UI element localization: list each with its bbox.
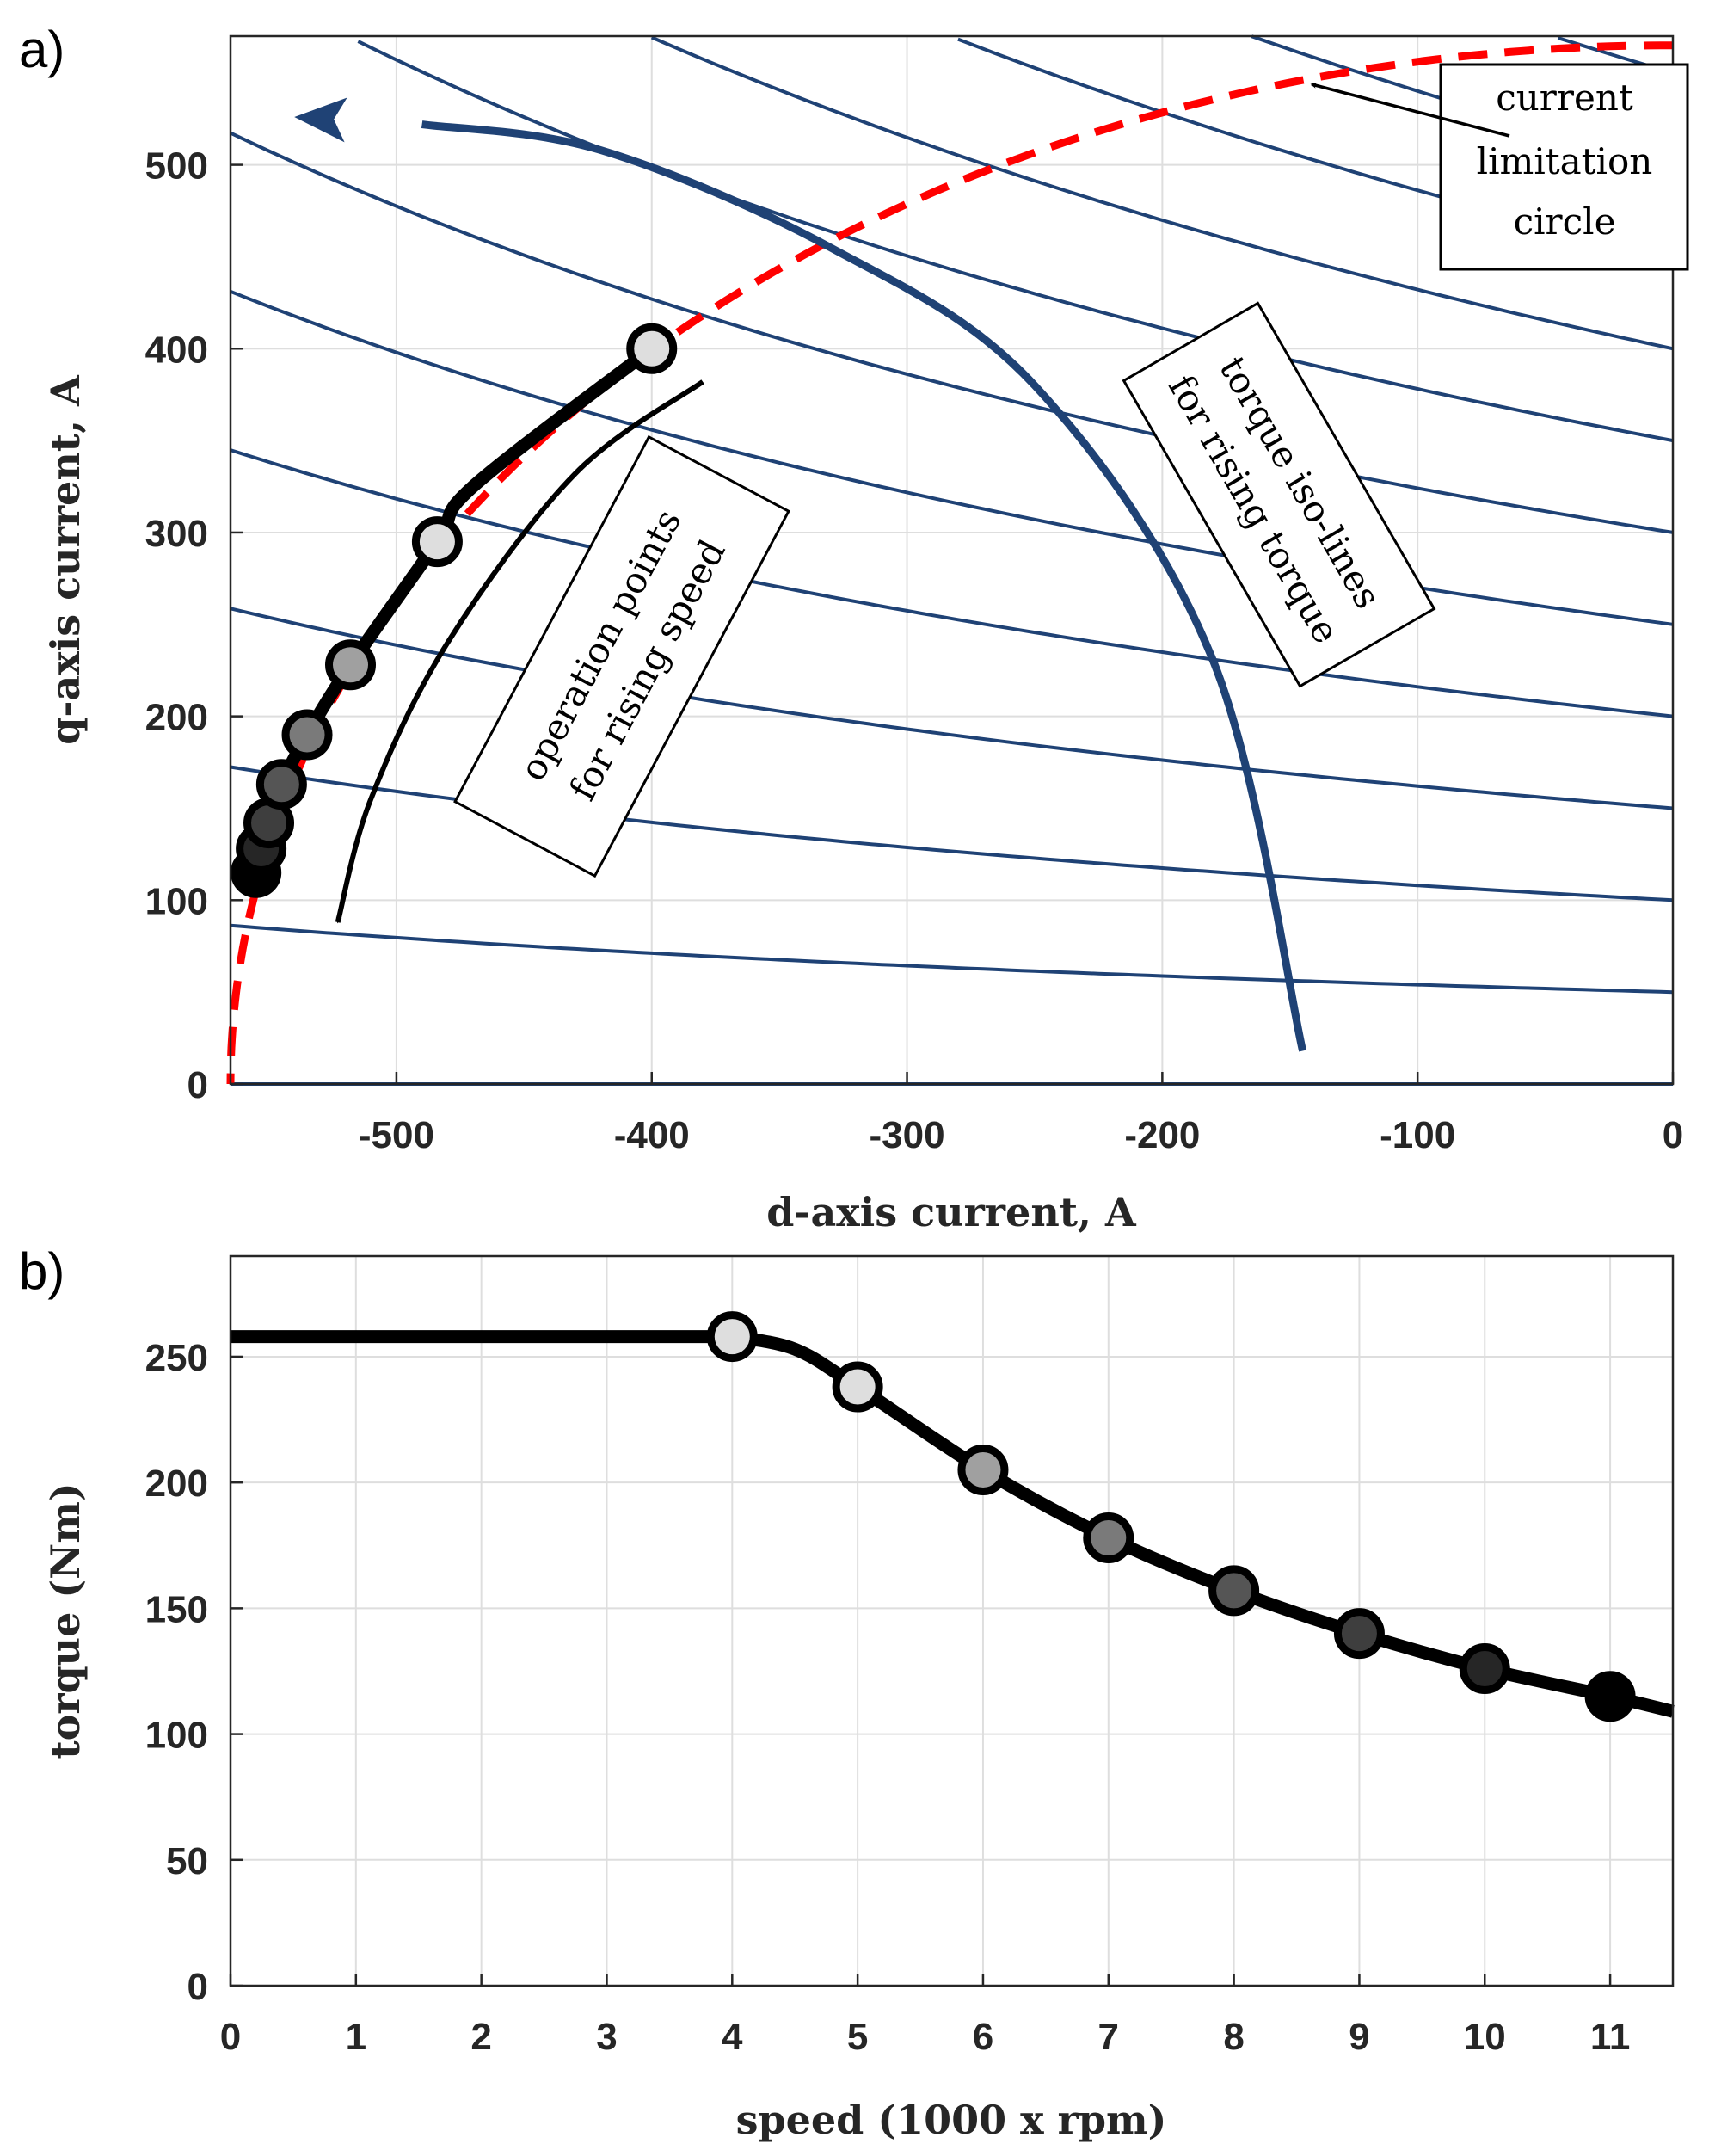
torque-speed-marker: [957, 1445, 1009, 1496]
panel-b-x-ticks: 0 1 2 3 4 5 6 7 8 9 10 11: [220, 1974, 1631, 2058]
y-tick-label: 100: [145, 880, 208, 922]
panel-a-label: a): [19, 21, 65, 78]
x-tick-label: -400: [614, 1114, 690, 1156]
current-limitation-annotation: current limitation circle: [1310, 63, 1689, 271]
y-tick-label: 400: [145, 329, 208, 371]
torque-speed-marker: [832, 1361, 883, 1413]
x-tick-label: 5: [847, 2016, 868, 2058]
operation-point-marker: [626, 323, 678, 374]
x-tick-label: -100: [1380, 1114, 1455, 1156]
x-tick-label: 8: [1223, 2016, 1244, 2058]
limit-pointer-arrow: [1310, 83, 1510, 138]
x-tick-label: -300: [870, 1114, 945, 1156]
torque-speed-marker: [1333, 1608, 1385, 1660]
panel-b-grid: [230, 1256, 1673, 1987]
rising-speed-arrow: [335, 379, 704, 924]
y-tick-label: 200: [145, 697, 208, 739]
torque-iso-line: [230, 607, 1674, 810]
torque-iso-line: [650, 35, 1674, 351]
operation-point-marker: [325, 639, 377, 691]
panel-a-x-axis-label: d-axis current, A: [766, 1189, 1137, 1235]
x-tick-label: 7: [1098, 2016, 1119, 2058]
limit-note-line-2: limitation: [1477, 140, 1653, 182]
y-tick-label: 500: [145, 145, 208, 188]
y-tick-label: 300: [145, 513, 208, 555]
torque-speed-marker: [1208, 1565, 1260, 1617]
limit-note-line-1: current: [1496, 77, 1633, 119]
panel-b-frame: [229, 1254, 1675, 1987]
x-tick-label: 10: [1464, 2016, 1506, 2058]
operation-point-marker: [411, 516, 463, 568]
torque-iso-line: [230, 923, 1674, 995]
panel-b-x-axis-label: speed (1000 x rpm): [736, 2097, 1167, 2143]
y-tick-label: 150: [145, 1588, 208, 1630]
panel-a-x-ticks: -500 -400 -300 -200 -100 0: [359, 1072, 1683, 1156]
x-tick-label: 0: [1663, 1114, 1683, 1156]
y-tick-label: 0: [187, 1064, 208, 1106]
torque-speed-marker: [1083, 1512, 1134, 1564]
x-tick-label: 2: [470, 2016, 491, 2058]
torque-iso-line: [357, 40, 1674, 443]
x-tick-label: 9: [1349, 2016, 1369, 2058]
x-tick-label: -200: [1124, 1114, 1200, 1156]
x-tick-label: 3: [596, 2016, 617, 2058]
y-tick-label: 0: [187, 1966, 208, 2008]
torque-iso-line: [230, 448, 1674, 718]
x-tick-label: 6: [973, 2016, 993, 2058]
panel-b-y-ticks: 0 50 100 150 200 250: [145, 1337, 243, 2008]
x-tick-label: 1: [346, 2016, 366, 2058]
torque-speed-markers: [706, 1311, 1636, 1722]
rising-torque-arrow: [421, 120, 1307, 1052]
panel-a-y-ticks: 0 100 200 300 400 500: [145, 145, 243, 1106]
torque-iso-line: [230, 765, 1674, 902]
limit-note-line-3: circle: [1514, 200, 1616, 243]
torque-iso-line: [230, 131, 1674, 534]
x-tick-label: 0: [220, 2016, 241, 2058]
torque-speed-marker: [1459, 1643, 1510, 1695]
x-tick-label: -500: [359, 1114, 434, 1156]
x-tick-label: 11: [1590, 2016, 1631, 2058]
panel-a-frame: [229, 34, 1675, 1086]
torque-speed-line: [231, 1330, 1675, 1718]
panel-a-chart: a) -500 -400 -300 -200 -100 0 0 100 200 300 400 50…: [19, 21, 1689, 1235]
y-tick-label: 50: [166, 1840, 208, 1882]
panel-b-label: b): [19, 1242, 65, 1300]
panel-b-chart: b) 0 1 2 3 4 5 6 7 8 9 10 11 0 50 100 150 200 250 speed …: [19, 1242, 1675, 2143]
operation-points-annotation: operation points for rising speed: [453, 434, 790, 878]
operation-point-marker: [281, 709, 333, 761]
y-tick-label: 250: [145, 1337, 208, 1379]
operation-point-marker: [255, 759, 307, 810]
operation-point-markers: [231, 323, 678, 898]
y-tick-label: 200: [145, 1463, 208, 1505]
panel-a-y-axis-label: q-axis current, A: [42, 374, 89, 745]
torque-iso-line: [230, 289, 1674, 626]
torque-speed-marker: [706, 1311, 758, 1363]
y-tick-label: 100: [145, 1715, 208, 1757]
torque-speed-marker: [1584, 1671, 1636, 1722]
rising-torque-arrowhead: [294, 97, 347, 143]
panel-b-y-axis-label: torque (Nm): [42, 1482, 89, 1759]
x-tick-label: 4: [722, 2016, 743, 2058]
torque-iso-annotation: torque iso-lines for rising torque: [1122, 301, 1436, 688]
